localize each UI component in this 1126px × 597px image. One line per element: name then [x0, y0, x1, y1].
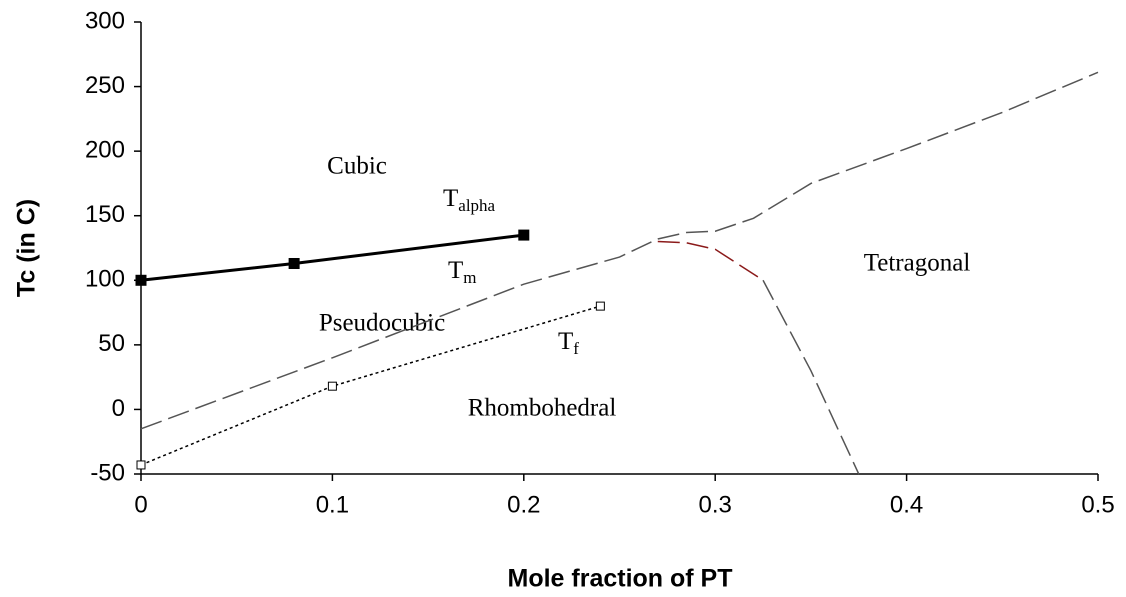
marker — [288, 257, 300, 269]
region-label: Cubic — [327, 153, 387, 180]
curve-label: Tf — [558, 328, 579, 358]
curve-label-main: T — [558, 328, 573, 355]
marker — [135, 274, 147, 286]
region-label: Pseudocubic — [319, 310, 445, 337]
curve-label: Tm — [448, 257, 477, 287]
y-tick-label: 150 — [85, 201, 125, 228]
series-line — [140, 71, 1099, 430]
curve-label-sub: alpha — [458, 196, 495, 215]
y-axis-title: Tc (in C) — [13, 199, 41, 297]
y-tick-label: 300 — [85, 7, 125, 34]
marker — [136, 460, 146, 470]
curve-label-main: T — [443, 185, 458, 212]
y-tick-label: 100 — [85, 266, 125, 293]
y-tick-label: -50 — [90, 459, 125, 486]
marker — [327, 381, 337, 391]
region-label: Tetragonal — [864, 250, 971, 277]
curve-label-sub: m — [463, 268, 476, 287]
x-tick-label: 0.3 — [699, 491, 732, 518]
x-tick-label: 0 — [134, 491, 147, 518]
y-tick-label: 250 — [85, 72, 125, 99]
x-tick-label: 0.4 — [890, 491, 923, 518]
y-tick-label: 50 — [98, 330, 125, 357]
curve-label-main: T — [448, 257, 463, 284]
curve-label: Talpha — [443, 185, 496, 215]
y-tick-label: 200 — [85, 136, 125, 163]
region-label: Rhombohedral — [468, 395, 617, 422]
series-line — [657, 240, 764, 281]
x-tick-label: 0.5 — [1081, 491, 1114, 518]
marker — [595, 301, 605, 311]
marker — [518, 229, 530, 241]
y-tick-label: 0 — [112, 395, 125, 422]
x-axis-title: Mole fraction of PT — [508, 565, 733, 593]
x-tick-label: 0.1 — [316, 491, 349, 518]
curve-label-sub: f — [573, 339, 579, 358]
x-tick-label: 0.2 — [507, 491, 540, 518]
series-line — [762, 279, 860, 475]
